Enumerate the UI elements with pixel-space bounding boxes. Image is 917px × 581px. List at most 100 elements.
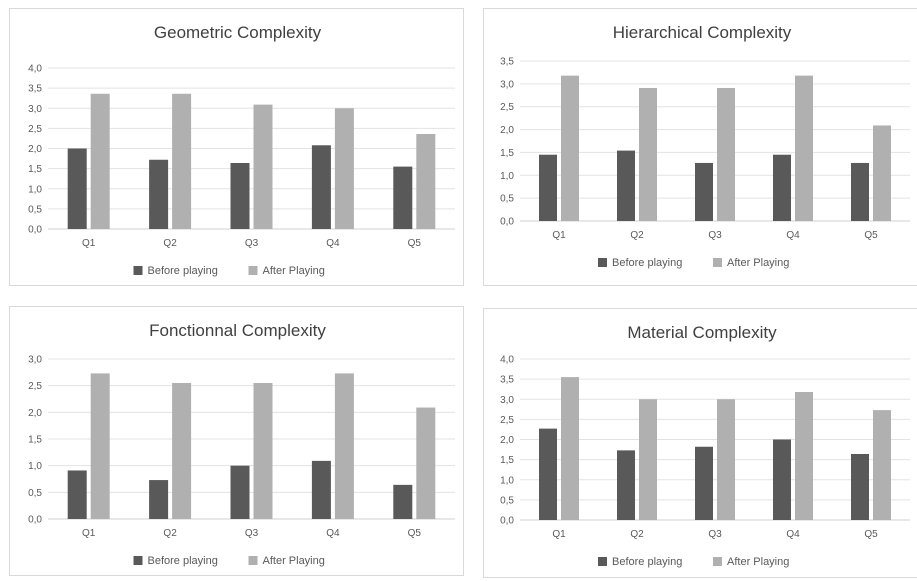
y-tick-label: 3,5 <box>28 84 42 95</box>
y-tick-label: 1,0 <box>500 171 514 182</box>
legend-before-label: Before playing <box>612 556 682 568</box>
x-tick-label: Q3 <box>245 528 259 539</box>
y-tick-label: 1,0 <box>500 475 514 486</box>
x-tick-label: Q2 <box>630 529 644 540</box>
bar-after-playing <box>639 399 657 520</box>
y-tick-label: 1,5 <box>28 164 42 175</box>
x-tick-label: Q3 <box>245 238 259 249</box>
bar-after-playing <box>717 87 735 221</box>
chart-svg: Geometric Complexity 0,0 0,5 1,0 1,5 2,0 2,5 3,… <box>28 23 455 277</box>
bar-after-playing <box>795 75 813 221</box>
bar-before-playing <box>67 470 87 519</box>
y-tick-label: 2,0 <box>500 435 514 446</box>
y-tick-label: 4,0 <box>28 64 42 75</box>
x-tick-label: Q1 <box>82 238 96 249</box>
bar-before-playing <box>67 148 87 229</box>
chart-title: Fonctionnal Complexity <box>149 321 326 340</box>
chart-panel-fonctionnal: Fonctionnal Complexity 0,0 0,5 1,0 1,5 2,0 2,5… <box>9 306 464 576</box>
y-tick-label: 0,5 <box>500 194 514 205</box>
bar-before-playing <box>149 159 169 229</box>
y-tick-label: 2,0 <box>28 144 42 155</box>
legend-before-label: Before playing <box>148 555 218 567</box>
y-tick-label: 3,0 <box>500 395 514 406</box>
y-tick-label: 3,0 <box>28 104 42 115</box>
bar-after-playing <box>639 87 657 221</box>
bar-before-playing <box>539 154 557 221</box>
legend-after-swatch <box>713 557 722 566</box>
legend-after-label: After Playing <box>727 257 789 269</box>
bar-before-playing <box>149 480 169 519</box>
x-tick-label: Q3 <box>708 529 722 540</box>
y-tick-label: 1,5 <box>28 435 42 446</box>
bar-before-playing <box>230 162 250 229</box>
x-tick-label: Q4 <box>326 528 340 539</box>
y-tick-label: 3,0 <box>28 355 42 366</box>
x-tick-label: Q1 <box>82 528 96 539</box>
legend-after-swatch <box>248 266 258 275</box>
x-tick-label: Q5 <box>864 529 878 540</box>
bar-after-playing <box>90 373 110 519</box>
y-tick-label: 0,0 <box>500 516 514 527</box>
legend-before-label: Before playing <box>148 265 218 277</box>
x-tick-label: Q1 <box>552 529 566 540</box>
bar-after-playing <box>334 373 354 519</box>
bar-before-playing <box>311 460 331 519</box>
y-tick-label: 2,5 <box>500 415 514 426</box>
legend-after-label: After Playing <box>263 265 325 277</box>
legend-before-swatch <box>133 266 143 275</box>
chart-title: Material Complexity <box>627 323 777 342</box>
y-tick-label: 1,0 <box>28 184 42 195</box>
bar-before-playing <box>773 154 791 221</box>
x-tick-label: Q5 <box>864 230 878 241</box>
y-tick-label: 3,5 <box>500 375 514 386</box>
y-tick-label: 2,5 <box>500 102 514 113</box>
bar-after-playing <box>873 410 891 520</box>
y-tick-label: 0,0 <box>28 515 42 526</box>
bar-before-playing <box>539 428 557 520</box>
bar-before-playing <box>851 162 869 221</box>
legend-before-swatch <box>598 258 607 267</box>
bar-before-playing <box>230 465 250 519</box>
bar-before-playing <box>617 450 635 520</box>
y-tick-label: 0,0 <box>500 217 514 228</box>
bar-after-playing <box>561 377 579 520</box>
y-tick-label: 0,5 <box>28 204 42 215</box>
chart-panel-material: Material Complexity 0,0 0,5 1,0 1,5 2,0 2,5 3,0… <box>483 308 917 578</box>
bar-before-playing <box>695 446 713 520</box>
chart-svg: Hierarchical Complexity 0,0 0,5 1,0 1,5 2,0 2,… <box>500 23 910 269</box>
bar-before-playing <box>393 484 413 519</box>
bar-before-playing <box>773 439 791 520</box>
legend-before-label: Before playing <box>612 257 682 269</box>
x-tick-label: Q4 <box>786 529 800 540</box>
x-tick-label: Q2 <box>163 238 177 249</box>
legend-after-swatch <box>713 258 722 267</box>
x-tick-label: Q5 <box>408 528 422 539</box>
x-tick-label: Q4 <box>326 238 340 249</box>
y-tick-label: 2,5 <box>28 381 42 392</box>
bar-after-playing <box>334 108 354 229</box>
x-tick-label: Q5 <box>408 238 422 249</box>
y-tick-label: 3,5 <box>500 57 514 68</box>
bar-after-playing <box>416 407 436 519</box>
y-tick-label: 0,0 <box>28 225 42 236</box>
chart-panel-hierarchical: Hierarchical Complexity 0,0 0,5 1,0 1,5 2,0 2,… <box>483 8 917 286</box>
x-tick-label: Q2 <box>630 230 644 241</box>
chart-svg: Fonctionnal Complexity 0,0 0,5 1,0 1,5 2,0 2,5… <box>28 321 455 567</box>
x-tick-label: Q3 <box>708 230 722 241</box>
y-tick-label: 0,5 <box>500 495 514 506</box>
x-tick-label: Q1 <box>552 230 566 241</box>
y-tick-label: 2,0 <box>500 125 514 136</box>
x-tick-label: Q4 <box>786 230 800 241</box>
bar-after-playing <box>873 125 891 221</box>
legend-after-label: After Playing <box>727 556 789 568</box>
bar-after-playing <box>561 75 579 221</box>
y-tick-label: 2,0 <box>28 408 42 419</box>
y-tick-label: 3,0 <box>500 79 514 90</box>
bar-after-playing <box>172 93 192 229</box>
chart-panel-geometric: Geometric Complexity 0,0 0,5 1,0 1,5 2,0 2,5 3,… <box>9 8 464 286</box>
chart-title: Geometric Complexity <box>154 23 322 42</box>
bar-before-playing <box>311 145 331 229</box>
bar-after-playing <box>416 134 436 229</box>
bar-after-playing <box>90 93 110 229</box>
y-tick-label: 1,5 <box>500 455 514 466</box>
